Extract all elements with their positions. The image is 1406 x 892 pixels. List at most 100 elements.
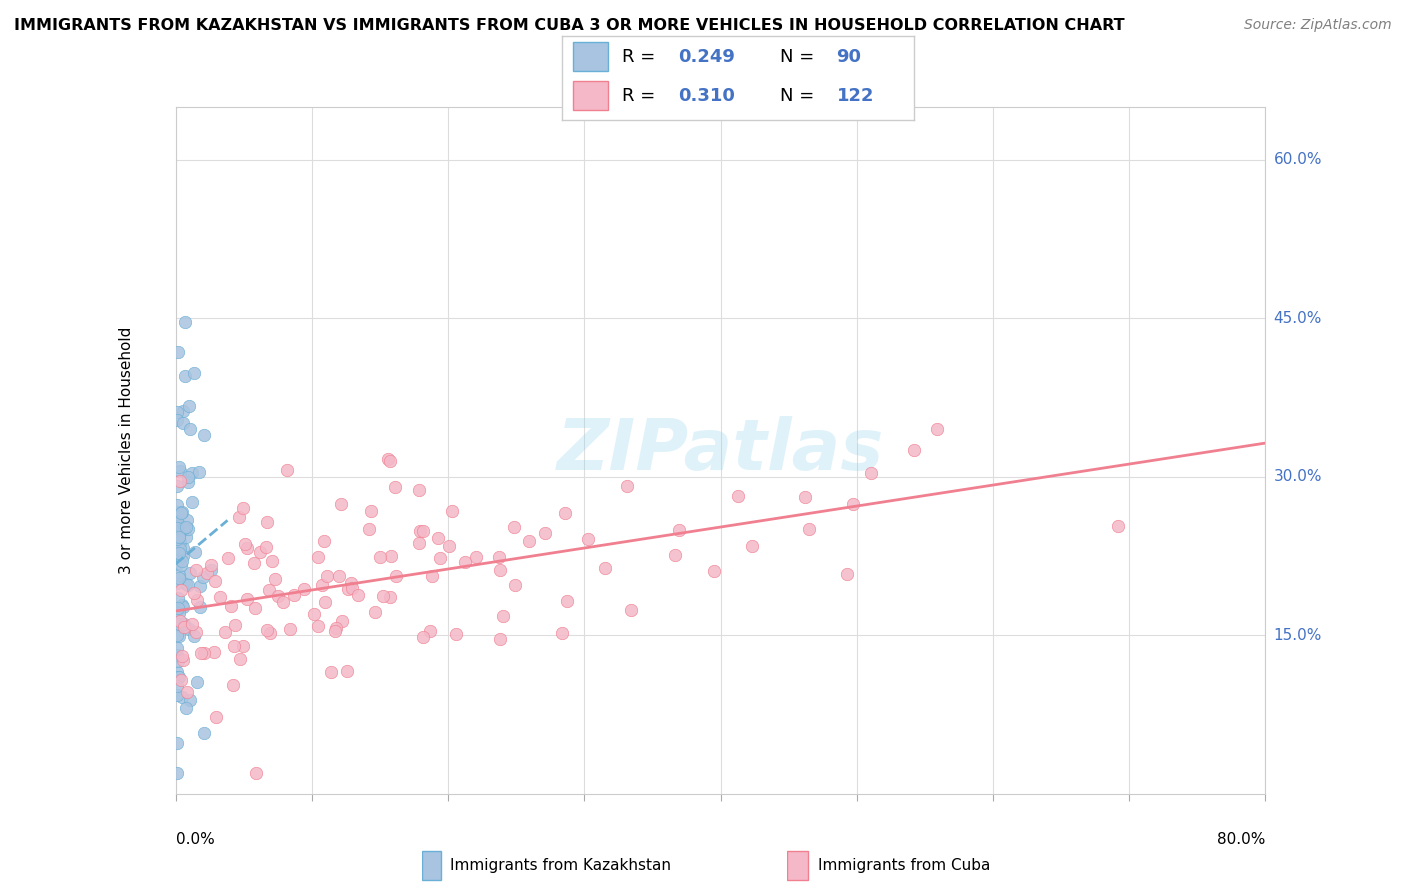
Point — [593, 561, 616, 575]
Point — [186, 592, 208, 607]
Point — [166, 679, 188, 693]
Point — [619, 602, 641, 616]
Point — [503, 578, 526, 592]
Text: N =: N = — [780, 87, 820, 105]
Point — [170, 522, 193, 536]
Point — [169, 546, 191, 560]
Point — [254, 540, 277, 554]
Point — [179, 623, 201, 637]
Point — [357, 522, 380, 536]
Point — [703, 564, 725, 578]
Point — [179, 566, 201, 581]
Text: Immigrants from Cuba: Immigrants from Cuba — [818, 858, 990, 872]
Point — [172, 653, 194, 667]
Point — [259, 582, 281, 597]
Point — [170, 558, 193, 572]
Point — [408, 483, 430, 497]
Text: 15.0%: 15.0% — [1274, 628, 1322, 643]
Point — [236, 591, 259, 606]
Text: Source: ZipAtlas.com: Source: ZipAtlas.com — [1244, 18, 1392, 32]
Point — [172, 549, 194, 564]
Point — [557, 593, 579, 607]
Point — [409, 524, 432, 538]
Point — [184, 625, 207, 640]
Point — [233, 537, 256, 551]
Point — [222, 640, 245, 654]
Point — [325, 622, 347, 636]
Point — [330, 614, 353, 628]
Point — [167, 543, 190, 558]
Point — [166, 532, 188, 546]
Point — [174, 576, 197, 591]
Text: 80.0%: 80.0% — [1218, 831, 1265, 847]
Point — [256, 515, 278, 529]
Point — [323, 624, 346, 638]
Point — [444, 626, 467, 640]
Point — [184, 545, 207, 559]
Point — [412, 630, 434, 644]
Point — [245, 601, 267, 615]
Point — [242, 556, 264, 570]
Point — [166, 498, 188, 512]
Point — [166, 479, 188, 493]
Point — [465, 550, 488, 565]
Point — [314, 533, 336, 548]
Point — [364, 605, 387, 619]
Point — [195, 566, 218, 581]
Point — [219, 599, 242, 613]
Point — [793, 490, 815, 504]
Point — [329, 497, 352, 511]
Point — [166, 529, 188, 543]
Point — [166, 515, 188, 529]
Point — [859, 467, 882, 481]
FancyBboxPatch shape — [574, 81, 609, 111]
Text: 0.249: 0.249 — [678, 48, 735, 66]
Point — [169, 460, 191, 475]
Text: 0.0%: 0.0% — [176, 831, 215, 847]
FancyBboxPatch shape — [787, 851, 807, 880]
Point — [172, 522, 194, 536]
Point — [193, 646, 215, 660]
Point — [256, 624, 278, 638]
Point — [360, 503, 382, 517]
Point — [668, 523, 690, 537]
Point — [315, 569, 337, 583]
Text: N =: N = — [780, 48, 820, 66]
Point — [170, 599, 193, 613]
Point — [489, 632, 512, 647]
Point — [166, 505, 188, 519]
Point — [167, 600, 190, 615]
Point — [190, 646, 212, 660]
FancyBboxPatch shape — [574, 43, 609, 71]
Point — [179, 421, 201, 435]
Point — [264, 572, 287, 586]
Point — [177, 522, 200, 536]
Text: 3 or more Vehicles in Household: 3 or more Vehicles in Household — [120, 326, 134, 574]
Point — [193, 570, 215, 584]
Point — [727, 489, 749, 503]
Point — [797, 522, 820, 536]
Point — [183, 366, 205, 380]
Point — [419, 624, 441, 639]
Point — [176, 685, 198, 699]
Point — [167, 571, 190, 585]
Point — [412, 524, 434, 538]
Text: ZIPatlas: ZIPatlas — [557, 416, 884, 485]
Point — [439, 539, 461, 553]
Point — [576, 532, 599, 546]
Point — [188, 600, 211, 615]
Point — [314, 595, 336, 609]
Point — [283, 588, 305, 602]
Point — [174, 701, 197, 715]
Point — [166, 529, 188, 543]
Point — [172, 417, 194, 431]
Point — [380, 454, 402, 468]
Point — [311, 578, 333, 592]
Point — [167, 617, 190, 632]
Point — [340, 581, 363, 595]
Text: R =: R = — [621, 87, 661, 105]
Point — [166, 345, 188, 359]
Point — [259, 626, 281, 640]
Point — [385, 569, 408, 583]
Point — [488, 550, 510, 565]
